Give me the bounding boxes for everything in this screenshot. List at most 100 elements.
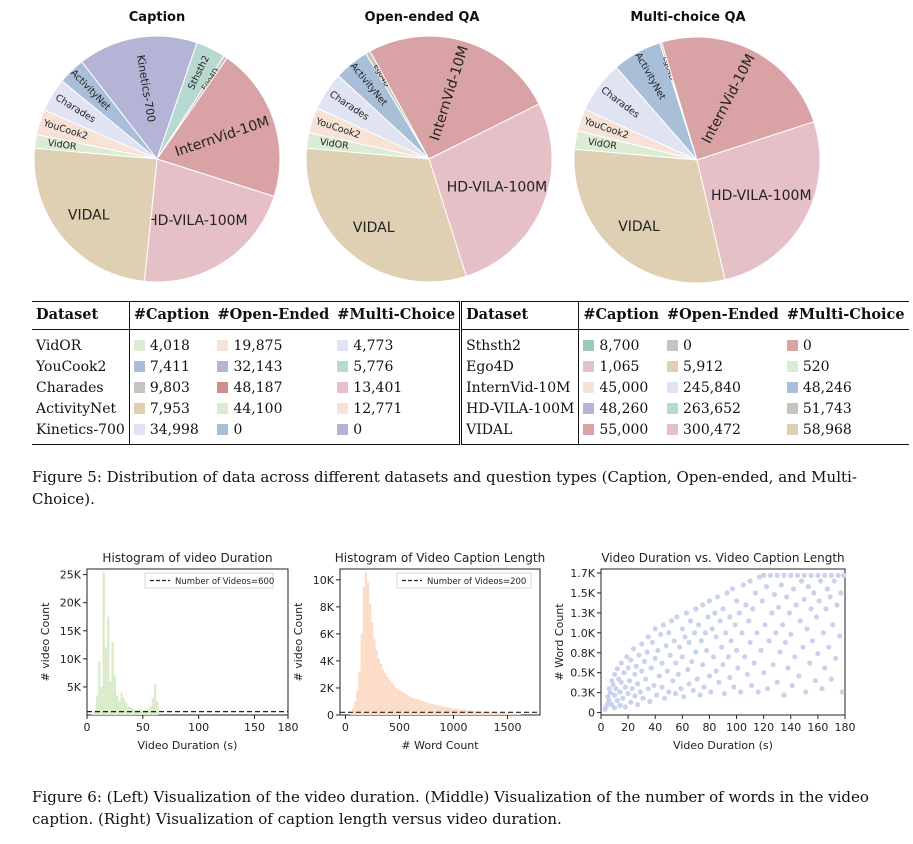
table-header: #Caption	[128, 301, 214, 330]
scatter-point	[828, 676, 835, 682]
value-text: 58,968	[802, 421, 852, 438]
value-cell: 0	[333, 419, 460, 445]
value-text: 45,000	[599, 379, 649, 396]
scatter-point	[808, 606, 814, 612]
histogram-bar	[395, 687, 398, 715]
value-text: 48,187	[233, 379, 283, 396]
plot-frame	[86, 568, 289, 716]
histogram-bar	[494, 712, 497, 715]
scatter-point	[792, 654, 798, 660]
scatter-point	[637, 689, 643, 695]
scatter-point	[612, 671, 618, 677]
scatter-point	[835, 572, 841, 578]
scatter-point	[781, 572, 787, 578]
scatter-point	[625, 665, 631, 671]
histogram-bar	[483, 711, 486, 715]
scatter-point	[617, 689, 623, 695]
color-swatch	[667, 339, 678, 351]
value-text: 48,260	[599, 400, 649, 417]
value-cell: 9,803	[128, 377, 214, 398]
y-axis-label: # Word Count	[553, 603, 566, 681]
scatter-point	[830, 622, 836, 628]
value-text: 245,840	[683, 379, 741, 396]
scatter-point	[785, 665, 791, 671]
color-swatch	[217, 423, 229, 435]
x-tick-label: 0	[598, 721, 605, 734]
x-tick-label: 180	[835, 721, 856, 734]
scatter-point	[621, 670, 627, 676]
histogram-bar	[436, 705, 439, 715]
value-text: 263,652	[683, 400, 741, 417]
scatter-point	[793, 602, 799, 608]
scatter-point	[644, 649, 650, 655]
scatter-point	[803, 689, 809, 695]
scatter-point	[755, 689, 761, 695]
scatter-point	[796, 673, 802, 679]
scatter-point	[713, 668, 719, 674]
scatter-point	[677, 644, 683, 650]
color-swatch	[583, 360, 595, 372]
pie-title: Multi-choice QA	[630, 10, 745, 25]
scatter-point	[636, 652, 642, 658]
scatter-point	[643, 676, 649, 682]
value-text: 55,000	[599, 421, 649, 438]
value-text: 300,472	[683, 421, 741, 438]
scatter-point	[742, 654, 748, 660]
histogram-bar	[375, 650, 378, 715]
scatter-point	[740, 582, 746, 588]
scatter-point	[732, 622, 738, 628]
histogram-bar	[505, 713, 508, 715]
dataset-name-cell: VIDAL	[459, 419, 579, 445]
histogram-bar	[412, 698, 415, 715]
color-swatch	[583, 402, 595, 414]
plot-title: Video Duration vs. Video Caption Length	[601, 551, 844, 565]
scatter-point	[628, 699, 634, 705]
scatter-point	[659, 684, 665, 690]
table-header: #Multi-Choice	[782, 301, 909, 330]
histogram-bar	[514, 713, 517, 715]
value-text: 0	[233, 421, 243, 438]
pie-slice	[661, 36, 815, 161]
histogram-bar	[457, 709, 460, 715]
histogram-bar	[349, 712, 352, 715]
scatter-point	[822, 665, 828, 671]
scatter-point	[666, 630, 672, 636]
histogram-bar	[440, 706, 443, 715]
value-cell: 8,700	[578, 329, 663, 356]
histogram-bar	[423, 701, 426, 715]
value-cell: 0	[783, 330, 909, 357]
color-swatch	[337, 339, 349, 351]
histogram-bar	[369, 604, 372, 715]
value-cell: 48,260	[578, 398, 663, 419]
scatter-point	[694, 676, 700, 682]
scatter-point	[784, 594, 790, 600]
scatter-point	[729, 586, 736, 592]
table-header: #Multi-Choice	[333, 301, 461, 330]
histogram-bar	[416, 699, 419, 715]
scatter-point	[639, 668, 645, 674]
histogram-bar	[492, 712, 495, 715]
scatter-point	[815, 651, 821, 657]
histogram-bar	[392, 685, 396, 715]
scatter-point	[788, 572, 794, 578]
color-swatch	[667, 423, 678, 435]
histogram-bar	[156, 700, 159, 715]
table-header: #Open-Ended	[213, 301, 334, 330]
scatter-point	[739, 630, 745, 636]
value-cell: 5,776	[333, 356, 460, 377]
histogram-bar	[472, 710, 476, 715]
value-text: 5,912	[683, 358, 724, 375]
histogram-bar	[149, 706, 152, 715]
histogram-bar	[102, 571, 105, 715]
scatter-point	[761, 670, 767, 676]
plot-title: Histogram of video Duration	[102, 551, 272, 565]
histogram-bar	[104, 647, 108, 715]
scatter-point	[662, 695, 668, 701]
table-header: Dataset	[459, 301, 579, 330]
pie-slice	[696, 121, 821, 281]
y-tick-label: 2K	[320, 682, 335, 695]
histogram-bar	[111, 642, 114, 715]
histogram-bar	[118, 700, 121, 715]
scatter-point	[815, 572, 821, 578]
histogram-bar	[109, 681, 112, 715]
